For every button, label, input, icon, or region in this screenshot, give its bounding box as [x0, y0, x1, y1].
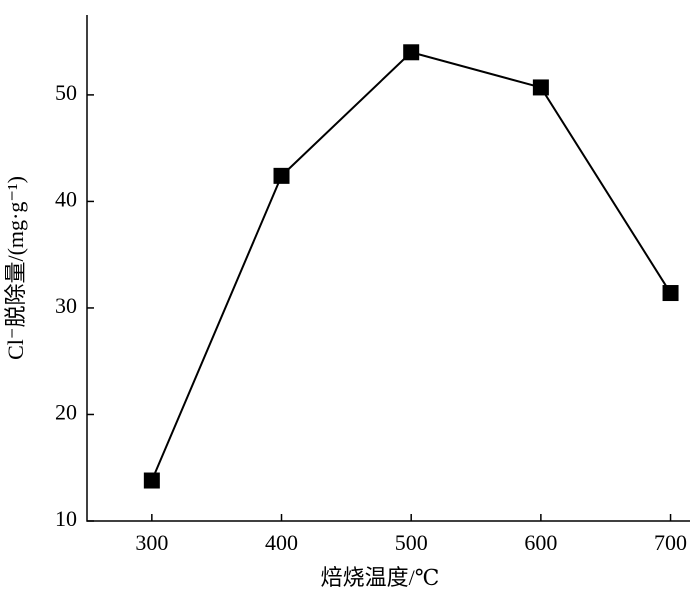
- y-tick-label: 50: [55, 80, 77, 105]
- y-tick-label: 20: [55, 400, 77, 425]
- x-axis-label: 焙烧温度/℃: [321, 565, 440, 590]
- y-tick-label: 10: [55, 506, 77, 531]
- y-tick-label: 40: [55, 186, 77, 211]
- x-tick-label: 700: [654, 530, 687, 555]
- axes: [86, 15, 690, 522]
- x-tick-label: 500: [395, 530, 428, 555]
- line: [150, 51, 672, 481]
- x-tick-label: 400: [265, 530, 298, 555]
- point: [532, 79, 549, 96]
- point: [143, 472, 160, 489]
- x-tick-label: 300: [135, 530, 168, 555]
- point: [273, 167, 290, 184]
- point: [662, 285, 679, 302]
- point: [403, 44, 420, 61]
- x-tick-label: 600: [524, 530, 557, 555]
- y-axis-label: Cl⁻脱除量/(mg·g⁻¹): [3, 176, 28, 360]
- y-tick-label: 30: [55, 293, 77, 318]
